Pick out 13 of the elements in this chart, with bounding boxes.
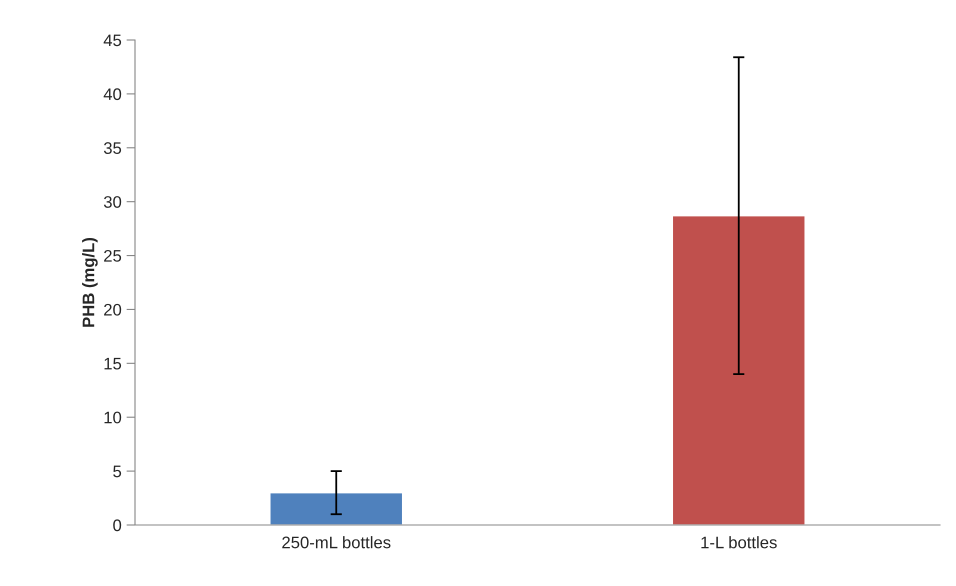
y-tick-label: 20 — [104, 304, 122, 316]
y-tick-label: 0 — [113, 519, 122, 532]
y-tick-label: 45 — [104, 34, 122, 46]
y-axis-title: PHB (mg/L) — [82, 238, 98, 327]
y-tick-label: 25 — [104, 250, 122, 262]
y-tick-label: 40 — [104, 88, 122, 100]
y-tick-label: 5 — [113, 466, 122, 478]
y-tick-label: 35 — [104, 142, 122, 154]
y-tick-label: 15 — [104, 358, 122, 370]
x-tick-label: 1-L bottles — [701, 536, 777, 548]
y-tick-label: 10 — [104, 412, 122, 424]
y-tick-label: 30 — [104, 196, 122, 208]
x-tick-label: 250-mL bottles — [282, 536, 390, 548]
